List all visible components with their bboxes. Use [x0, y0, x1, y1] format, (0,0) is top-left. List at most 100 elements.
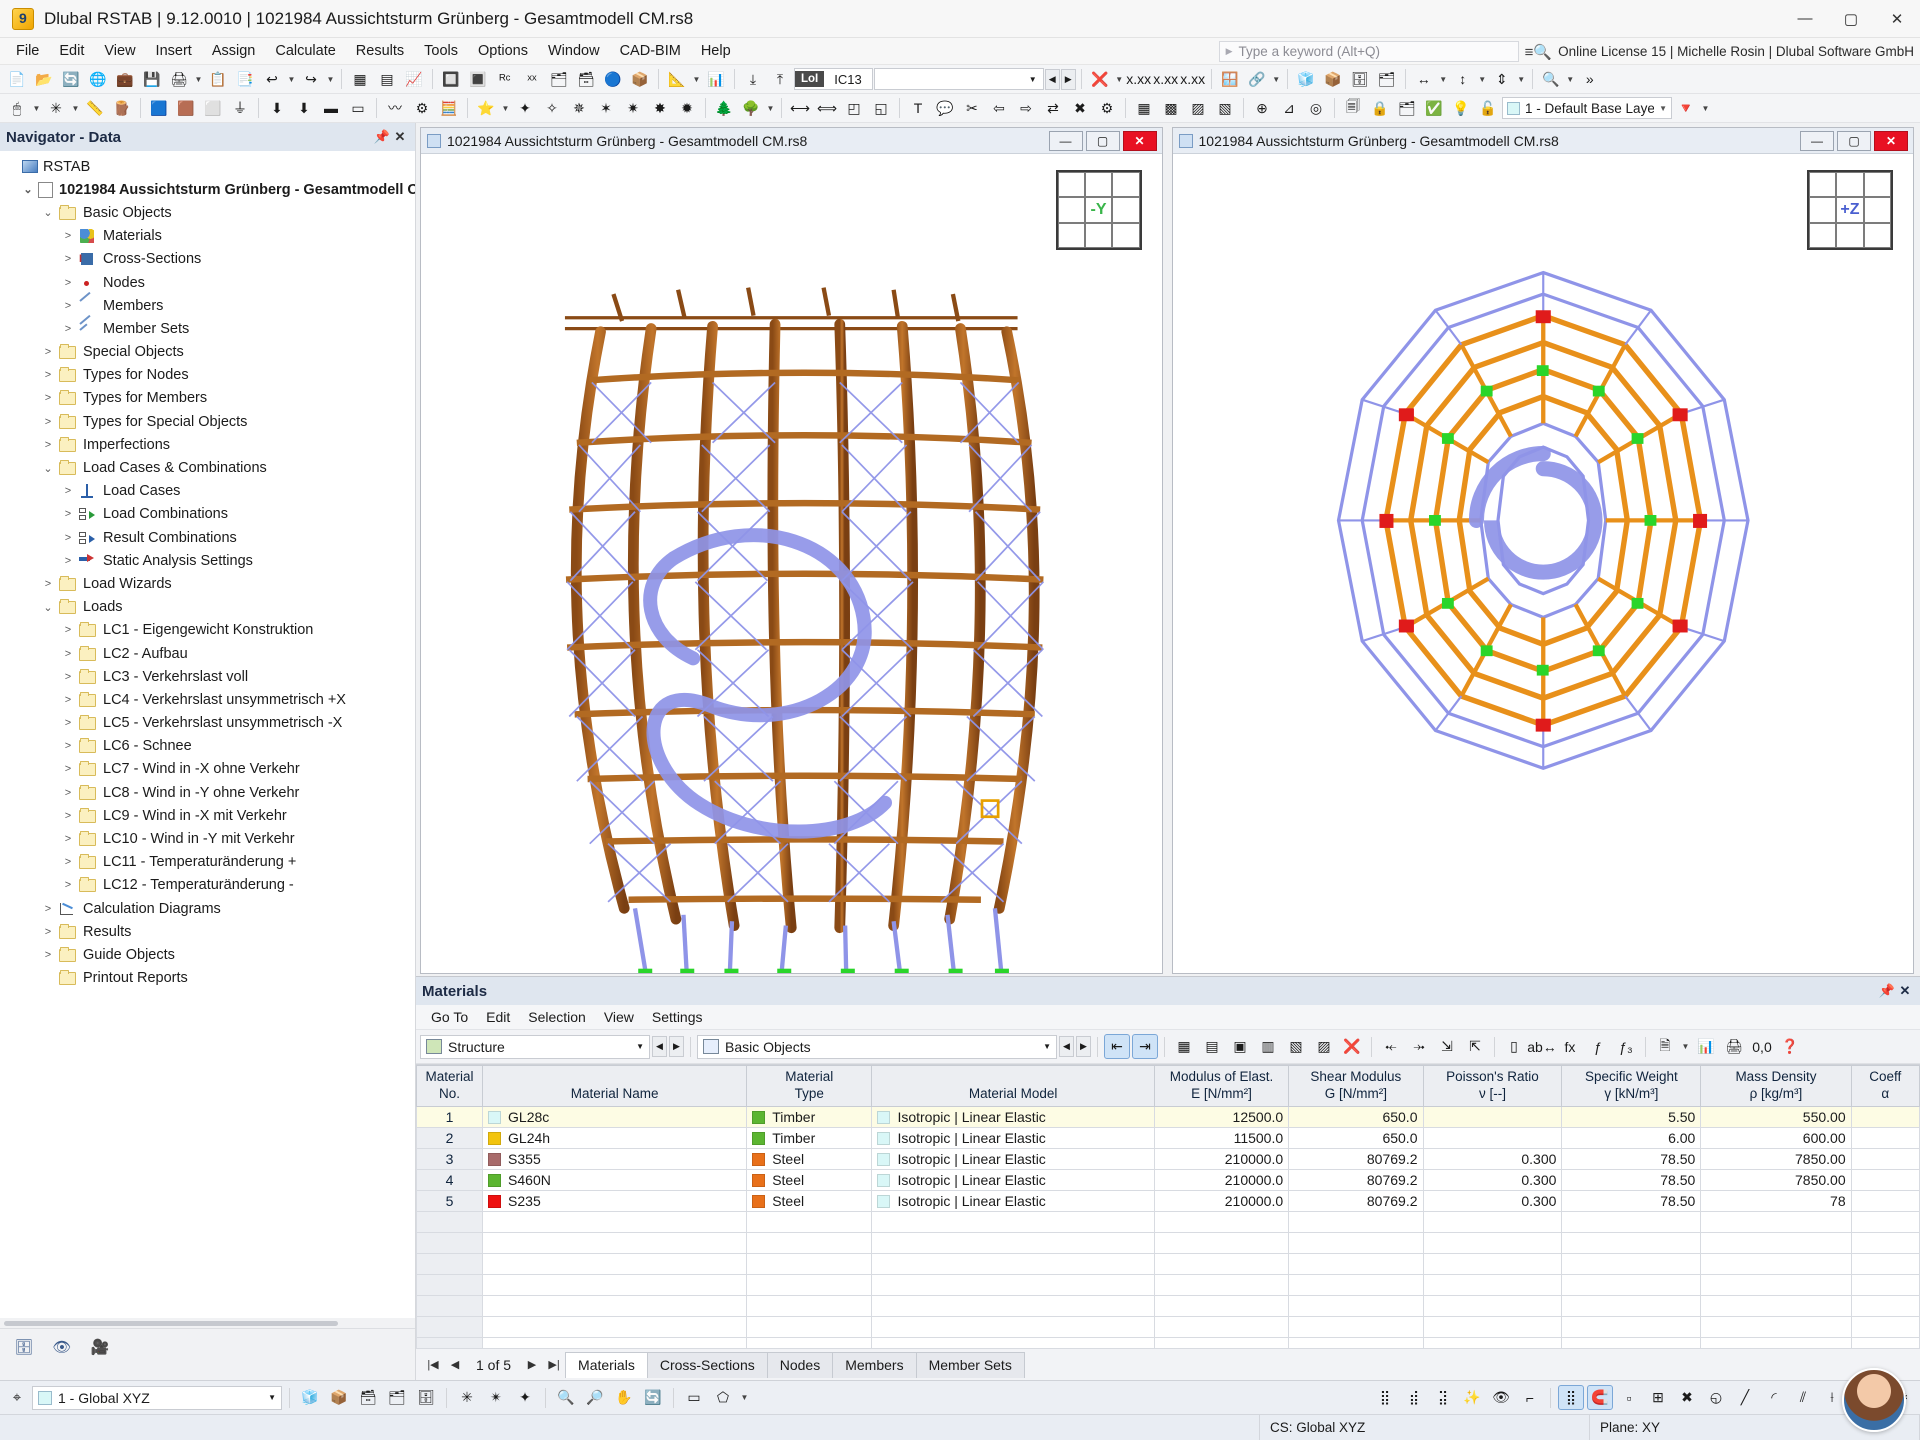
ortho-toggle-icon[interactable]: ▫: [1626, 1389, 1632, 1406]
user-avatar[interactable]: [1842, 1368, 1906, 1432]
cell-empty[interactable]: [1700, 1210, 1852, 1233]
menu-calculate[interactable]: Calculate: [275, 43, 336, 59]
table-sync-right-icon[interactable]: ⇥: [1132, 1034, 1158, 1059]
navigator-display-icon[interactable]: 👁: [52, 1339, 72, 1356]
tree-item-lc4-verkehrslast-unsymmetrisch-x[interactable]: > LC4 - Verkehrslast unsymmetrisch +X: [0, 688, 415, 711]
refresh-icon[interactable]: 🔄: [62, 70, 80, 87]
tree-item-load-cases-combinations[interactable]: ⌄ Load Cases & Combinations: [0, 456, 415, 479]
redo-caret-icon[interactable]: ▼: [326, 74, 335, 84]
load-up-icon[interactable]: ⤒: [776, 70, 784, 87]
tree-item-types-for-nodes[interactable]: > Types for Nodes: [0, 364, 415, 387]
cell-poisson-ratio[interactable]: [1422, 1126, 1563, 1149]
cell-empty[interactable]: [1422, 1252, 1563, 1275]
cell-material-model[interactable]: Isotropic | Linear Elastic: [871, 1189, 1155, 1212]
table-insert-row-icon[interactable]: ▥: [1261, 1038, 1275, 1054]
table-last-button[interactable]: ▶|: [548, 1359, 560, 1371]
viewport-top-minimize[interactable]: —: [1800, 130, 1834, 151]
axis-x-icon[interactable]: ↔: [1416, 71, 1431, 87]
structure-chevron-icon[interactable]: ▼: [636, 1042, 644, 1051]
loi-prev-button[interactable]: ◀: [1044, 68, 1060, 90]
objects-prev-button[interactable]: ◀: [1059, 1036, 1074, 1057]
cell-modulus-elast[interactable]: 210000.0: [1153, 1189, 1290, 1212]
menu-file[interactable]: File: [16, 43, 40, 59]
cell-poisson-ratio[interactable]: 0.300: [1422, 1189, 1563, 1212]
tree-expander[interactable]: >: [44, 948, 52, 961]
tree-expander[interactable]: >: [64, 693, 72, 706]
materials-panel-close-icon[interactable]: ✕: [1899, 983, 1911, 998]
menu-cad-bim[interactable]: CAD-BIM: [619, 43, 681, 59]
table-sort-asc-icon[interactable]: ⇲: [1441, 1038, 1453, 1054]
cell-empty[interactable]: [1700, 1231, 1852, 1254]
cell-empty[interactable]: [1422, 1273, 1563, 1296]
magnet-icon[interactable]: 🧲: [1587, 1385, 1613, 1410]
materials-table-wrapper[interactable]: Material No. Material Name Material Type Ma…: [416, 1064, 1920, 1348]
cell-empty[interactable]: [1422, 1336, 1563, 1348]
tree-item-materials[interactable]: > Materials: [0, 225, 415, 248]
grid-new-icon[interactable]: ⣾: [1408, 1389, 1420, 1405]
grid-toggle-icon[interactable]: ⊞: [1652, 1389, 1664, 1405]
offset-tool-icon[interactable]: ⫽: [1799, 1389, 1807, 1405]
layer-bulb-icon[interactable]: 💡: [1452, 99, 1470, 116]
text-icon[interactable]: T: [913, 100, 923, 116]
table-row[interactable]: 3 S355 Steel Isotropic | Linear Elastic 2100…: [416, 1147, 1920, 1170]
table-excel-icon[interactable]: 📊: [1697, 1038, 1715, 1054]
cell-material-model[interactable]: Isotropic | Linear Elastic: [871, 1126, 1155, 1149]
panel-menu-goto[interactable]: Go To: [431, 1009, 469, 1025]
tree-item-lc2-aufbau[interactable]: > LC2 - Aufbau: [0, 642, 415, 665]
tab-member-sets[interactable]: Member Sets: [915, 1351, 1025, 1378]
cell-material-type[interactable]: Timber: [746, 1126, 873, 1149]
tab-members[interactable]: Members: [832, 1351, 917, 1378]
cell-modulus-elast[interactable]: 210000.0: [1153, 1168, 1290, 1191]
document-icon[interactable]: 📑: [236, 70, 254, 87]
menu-edit[interactable]: Edit: [59, 43, 85, 59]
viewport-front-minimize[interactable]: —: [1048, 130, 1083, 151]
star-line-icon[interactable]: ✧: [546, 99, 558, 116]
render-solid-icon[interactable]: 🧊: [1297, 70, 1315, 87]
tree-icon[interactable]: 🌲: [715, 99, 733, 116]
delete-results-icon[interactable]: ❌: [1091, 70, 1109, 87]
cell-empty[interactable]: [482, 1252, 748, 1275]
cell-empty[interactable]: [871, 1231, 1155, 1254]
load-member-icon[interactable]: ⬇: [298, 99, 310, 116]
table-rename-icon[interactable]: ab↔: [1527, 1038, 1557, 1055]
cell-material-no[interactable]: 2: [416, 1126, 484, 1149]
axis-y-caret-icon[interactable]: ▼: [1478, 74, 1487, 84]
guide-eye-icon[interactable]: 👁: [1492, 1389, 1510, 1405]
cell-poisson-ratio[interactable]: [1422, 1105, 1563, 1128]
navigator-pin-icon[interactable]: 📌: [373, 129, 391, 144]
objects-next-button[interactable]: ▶: [1076, 1036, 1091, 1057]
menu-insert[interactable]: Insert: [155, 43, 192, 59]
cell-material-name[interactable]: S460N: [482, 1168, 748, 1191]
osnap-icon[interactable]: ⊕: [1256, 99, 1268, 116]
cell-empty[interactable]: [1288, 1210, 1424, 1233]
snap-node-icon[interactable]: ✳: [461, 1389, 473, 1405]
cell-empty[interactable]: [1700, 1252, 1852, 1275]
panel-menu-view[interactable]: View: [603, 1009, 634, 1025]
cell-empty[interactable]: [746, 1210, 873, 1233]
show-value-2-icon[interactable]: x.xx: [1153, 71, 1179, 87]
cell-shear-modulus[interactable]: 650.0: [1288, 1105, 1424, 1128]
tab-materials[interactable]: Materials: [565, 1351, 648, 1378]
cell-empty[interactable]: [1422, 1315, 1563, 1338]
load-down-icon[interactable]: ⤓: [749, 70, 757, 87]
tree-expander[interactable]: >: [64, 230, 72, 243]
tree-expander[interactable]: >: [64, 647, 72, 660]
cell-coeff[interactable]: [1850, 1189, 1920, 1212]
tree-expander[interactable]: ⌄: [43, 462, 53, 475]
cell-material-model[interactable]: Isotropic | Linear Elastic: [871, 1105, 1155, 1128]
cell-shear-modulus[interactable]: 80769.2: [1288, 1189, 1424, 1212]
axis-x-caret-icon[interactable]: ▼: [1439, 74, 1448, 84]
tree-model-node[interactable]: ⌄ 1021984 Aussichtsturm Grünberg - Gesam…: [0, 178, 415, 201]
cell-material-type[interactable]: Steel: [746, 1147, 873, 1170]
grid-snap-icon[interactable]: ▦: [1137, 99, 1151, 116]
coordinate-system-combo[interactable]: 1 - Global XYZ ▼: [32, 1385, 282, 1410]
load-surface-icon[interactable]: ▬: [324, 100, 338, 116]
cell-empty[interactable]: [1288, 1336, 1424, 1348]
cell-empty[interactable]: [1850, 1273, 1920, 1296]
mirror-icon[interactable]: ⇄: [1047, 99, 1059, 116]
tree-expander[interactable]: >: [64, 809, 72, 822]
comment-icon[interactable]: 💬: [936, 99, 954, 116]
print-icon[interactable]: 🖨: [170, 70, 188, 87]
delete-x-icon[interactable]: ✖: [1074, 99, 1086, 116]
guide-star-icon[interactable]: ✨: [1463, 1389, 1481, 1405]
